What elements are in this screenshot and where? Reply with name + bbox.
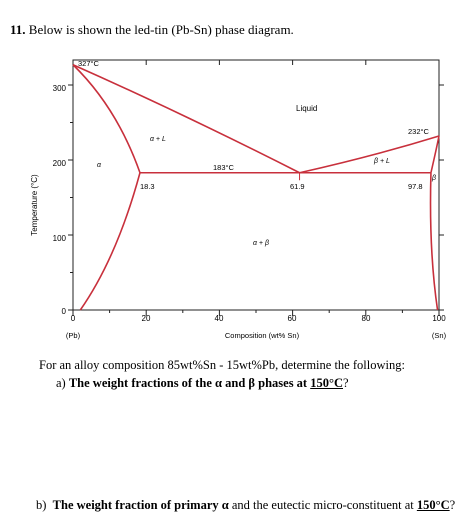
region-alpha: α [97, 162, 102, 169]
phase-diagram: Temperature (°C) Composition (wt% Sn) (P… [30, 59, 447, 340]
y-tick-100: 100 [53, 234, 67, 243]
alpha-limit-label: 18.3 [140, 182, 155, 191]
question-intro: For an alloy composition 85wt%Sn - 15wt%… [39, 358, 405, 372]
eutectic-temp-label: 183°C [213, 163, 235, 172]
question-title: 11. Below is shown the led-tin (Pb-Sn) p… [10, 22, 294, 38]
question-part-a: a) The weight fractions of the α and β p… [56, 376, 349, 391]
part-a-label: a) [56, 376, 66, 390]
question-part-b: b) The weight fraction of primary α and … [36, 498, 455, 513]
part-b-middle: and the eutectic micro-constituent at [231, 498, 414, 512]
part-a-end: ? [343, 376, 349, 390]
region-alpha-liquid: α + L [150, 136, 166, 143]
part-a-text: The weight fractions of the [68, 376, 212, 390]
part-b-temperature: 150°C [416, 498, 450, 512]
solidus-alpha [72, 64, 141, 174]
solvus-alpha [79, 172, 141, 311]
x-left-label: (Pb) [66, 331, 81, 340]
part-a-beta: β [248, 376, 255, 390]
diagram-axes [68, 59, 444, 316]
beta-limit-label: 97.8 [408, 182, 423, 191]
y-tick-200: 200 [53, 159, 67, 168]
region-beta-liquid: β + L [373, 158, 390, 165]
part-a-temperature: 150°C [310, 376, 343, 390]
part-b-label: b) [36, 498, 47, 512]
y-tick-0: 0 [62, 307, 67, 316]
part-b-text: The weight fraction of primary [52, 498, 219, 512]
question-number: 11. [10, 22, 26, 37]
y-tick-300: 300 [53, 84, 67, 93]
solvus-beta [429, 172, 439, 311]
x-tick-100: 100 [432, 314, 446, 323]
part-a-and: and [225, 376, 246, 390]
part-a-phases-at: phases at [258, 376, 308, 390]
x-right-label: (Sn) [432, 331, 447, 340]
question-title-text: Below is shown the led-tin (Pb-Sn) phase… [28, 22, 294, 37]
phase-boundaries [72, 64, 440, 311]
x-axis-label: Composition (wt% Sn) [225, 331, 300, 340]
x-tick-40: 40 [215, 314, 224, 323]
y-axis-label: Temperature (°C) [30, 174, 39, 236]
part-b-alpha: α [221, 498, 229, 512]
region-beta: β [431, 175, 436, 182]
region-liquid: Liquid [296, 104, 317, 113]
x-tick-80: 80 [362, 314, 371, 323]
x-tick-20: 20 [142, 314, 151, 323]
region-alpha-beta: α + β [253, 240, 269, 247]
sn-melting-label: 232°C [408, 127, 430, 136]
eutectic-comp-label: 61.9 [290, 182, 305, 191]
part-b-end: ? [449, 498, 456, 512]
x-tick-60: 60 [288, 314, 297, 323]
plot-frame [72, 59, 440, 311]
x-tick-0: 0 [71, 314, 76, 323]
pb-melting-label: 327°C [78, 59, 100, 68]
solidus-beta [430, 135, 440, 173]
liquidus-left [72, 64, 300, 174]
liquidus-right [299, 135, 440, 174]
part-a-alpha: α [215, 376, 222, 390]
